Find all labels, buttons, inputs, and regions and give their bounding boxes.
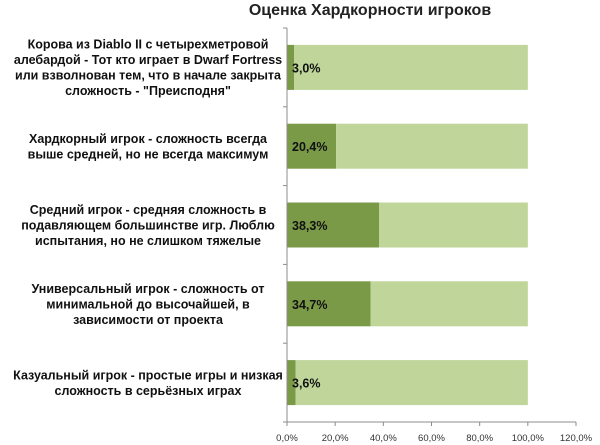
plot-area: 3,0% Корова из Diablo II с четырехметрово… [13, 27, 593, 444]
category-label-3: Средний игрок - средняя сложность в подав… [21, 203, 275, 248]
x-tick-label-4: 60,0% [418, 433, 445, 444]
bar-remainder-2 [336, 123, 528, 169]
bar-share-5 [287, 360, 296, 406]
category-label-line: сложность в серьёзных играх [55, 384, 242, 398]
category-label-line: минимальной до высочайшей, в [46, 297, 250, 311]
category-label-line: Хардкорный игрок - сложность всегда [29, 132, 268, 146]
x-tick-label-5: 80,0% [466, 433, 493, 444]
data-label-3: 38,3% [292, 219, 327, 233]
x-tick-label-7: 120,0% [560, 433, 593, 444]
x-tick-label-6: 100,0% [512, 433, 545, 444]
x-tick-label-3: 40,0% [370, 433, 397, 444]
category-label-line: испытания, но не слишком тяжелые [35, 234, 261, 248]
data-label-1: 3,0% [292, 61, 321, 75]
category-label-line: сложность - "Преисподня" [65, 84, 231, 98]
bar-share-3 [287, 202, 380, 248]
bar-remainder-3 [379, 202, 528, 248]
bar-remainder-4 [370, 281, 528, 327]
category-label-line: выше средней, но не всегда максимум [28, 147, 269, 161]
category-label-4: Универсальный игрок - сложность от минима… [32, 282, 265, 327]
category-label-line: Корова из Diablo II с четырехметровой [28, 38, 269, 52]
bar-remainder-1 [294, 44, 528, 90]
category-label-line: зависимости от проекта [73, 313, 224, 327]
category-label-line: подавляющем большинстве игр. Люблю [21, 219, 275, 233]
category-label-line: Универсальный игрок - сложность от [32, 282, 265, 296]
data-label-5: 3,6% [292, 377, 321, 391]
category-label-line: или взволнован тем, что в начале закрыта [15, 69, 282, 83]
category-label-line: Средний игрок - средняя сложность в [30, 203, 267, 217]
category-label-2: Хардкорный игрок - сложность всегда выше … [28, 132, 269, 162]
bar-share-1 [287, 44, 295, 90]
bar-remainder-5 [295, 360, 528, 406]
category-label-line: Казуальный игрок - простые игры и низкая [13, 368, 283, 382]
category-label-1: Корова из Diablo II с четырехметровой але… [14, 38, 282, 99]
category-label-5: Казуальный игрок - простые игры и низкая… [13, 368, 283, 398]
x-tick-label-1: 0,0% [276, 433, 298, 444]
bar-share-4 [287, 281, 371, 327]
x-tick-label-2: 20,0% [322, 433, 349, 444]
bar-share-2 [287, 123, 337, 169]
data-label-4: 34,7% [292, 298, 327, 312]
category-label-line: алебардой - Тот кто играет в Dwarf Fortr… [14, 53, 282, 67]
data-label-2: 20,4% [292, 140, 327, 154]
chart-title: Оценка Хардкорности игроков [249, 2, 492, 19]
